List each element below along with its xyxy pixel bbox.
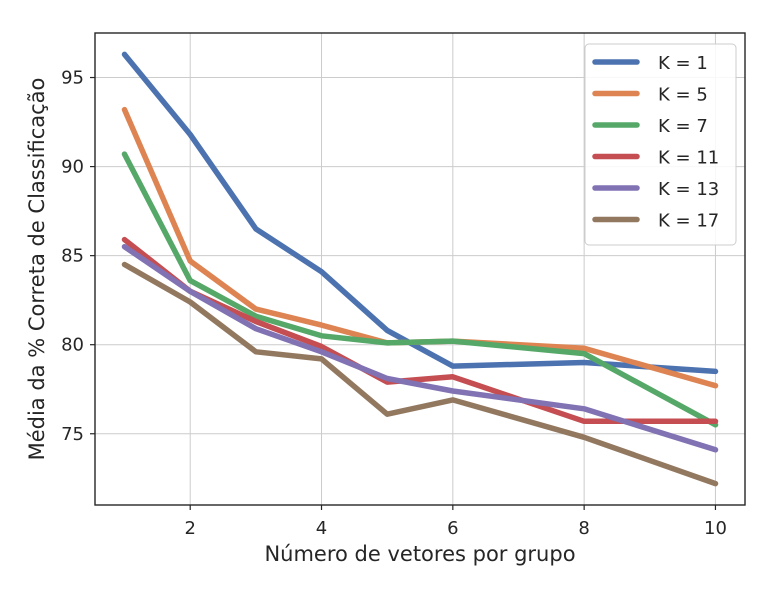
legend-entry-label: K = 1 xyxy=(658,53,708,74)
x-tick-label: 4 xyxy=(316,518,327,539)
legend-entry-label: K = 11 xyxy=(658,148,719,169)
y-axis-label: Média da % Correta de Classificação xyxy=(25,78,49,461)
y-tick-label: 75 xyxy=(61,424,84,445)
plot-frame xyxy=(94,32,746,506)
y-axis-ticks: 75 80 85 90 95 xyxy=(61,68,95,445)
legend-entry-label: K = 17 xyxy=(658,211,719,232)
x-axis-ticks: 2 4 6 8 10 xyxy=(184,505,727,539)
series-lines xyxy=(121,51,719,487)
series-line-5 xyxy=(121,243,719,453)
x-tick-label: 2 xyxy=(184,518,195,539)
x-tick-label: 6 xyxy=(447,518,458,539)
legend: K = 1 K = 5 K = 7 K = 11 K = 13 K = 17 xyxy=(584,43,737,246)
y-tick-label: 85 xyxy=(61,246,84,267)
y-tick-label: 95 xyxy=(61,68,84,89)
y-tick-label: 90 xyxy=(61,157,84,178)
x-tick-label: 8 xyxy=(578,518,589,539)
series-line-6 xyxy=(121,261,719,487)
legend-entry-label: K = 13 xyxy=(658,179,719,200)
series-line-2 xyxy=(121,106,719,389)
x-tick-label: 10 xyxy=(704,518,727,539)
x-axis-label: Número de vetores por grupo xyxy=(264,542,575,566)
legend-entry-label: K = 5 xyxy=(658,85,708,106)
y-tick-label: 80 xyxy=(61,335,84,356)
legend-entry-label: K = 7 xyxy=(658,116,708,137)
series-line-3 xyxy=(121,151,719,428)
series-line-1 xyxy=(121,51,719,375)
